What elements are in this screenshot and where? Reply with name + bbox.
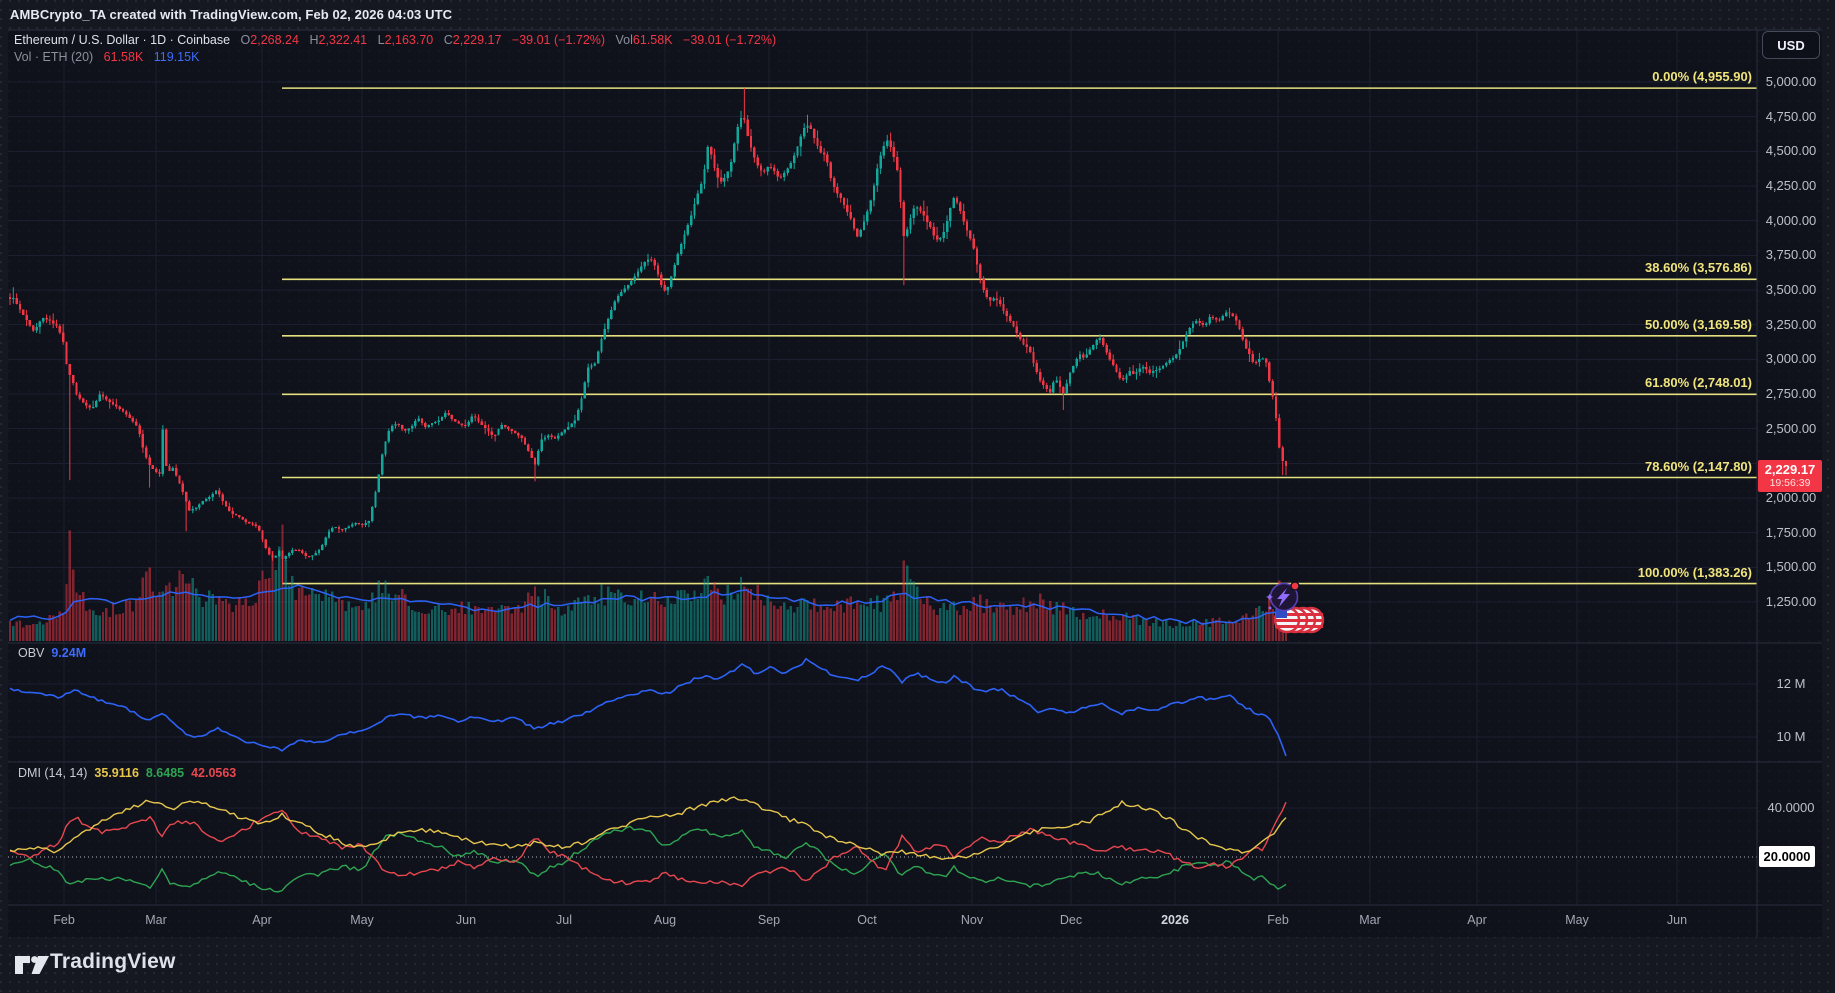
watermark-bar: AMBCrypto_TA created with TradingView.co… [0,0,1835,30]
time-axis-label: Sep [757,913,781,927]
time-axis-label: Oct [857,913,877,927]
last-price-badge: 2,229.17 19:56:39 [1758,460,1822,492]
time-axis-label: Mar [145,913,167,927]
tradingview-brand-text[interactable]: TradingView [50,950,176,973]
price-axis-label: 1,250.00 [1765,594,1817,609]
dmi-title[interactable]: DMI (14, 14) [18,766,88,780]
volume-change: −39.01 (−1.72%) [683,33,777,47]
currency-usd-button[interactable]: USD [1762,31,1820,59]
price-axis-label: 2,000.00 [1765,490,1817,505]
fib-level-label: 38.60% (3,576.86) [1645,260,1752,276]
price-axis-label: 4,750.00 [1765,108,1817,124]
notification-dot-icon [1290,581,1300,591]
time-axis-label: May [350,913,374,927]
time-axis-label: Jul [556,913,572,927]
tradingview-logo-icon[interactable] [14,950,50,980]
volume-value: 61.58K [632,33,673,47]
time-axis-label: 2026 [1161,913,1189,927]
open-value: 2,268.24 [250,33,299,47]
close-label: C [443,33,453,47]
time-axis-label: Apr [252,913,272,927]
dmi-adx-value: 35.9116 [94,766,139,780]
close-value: 2,229.17 [452,33,502,47]
volume-indicator-row: Vol · ETH (20) 61.58K 119.15K [14,50,199,64]
volume-indicator-title[interactable]: Vol · ETH (20) [14,50,94,64]
time-axis-label: Apr [1467,913,1487,927]
price-axis-label: 4,000.00 [1765,212,1817,228]
change-value: −39.01 (−1.72%) [511,33,606,47]
price-axis-label: 3,250.00 [1765,316,1817,332]
obv-axis-label: 10 M [1776,729,1806,744]
time-axis-label: Jun [1666,913,1688,927]
price-axis-label: 3,500.00 [1765,282,1817,297]
time-axis-label: Dec [1059,913,1083,927]
chart-widget [8,30,1822,937]
dmi-minus-di-value: 42.0563 [191,766,237,780]
fib-level-label: 61.80% (2,748.01) [1645,375,1752,391]
volume-ma-value: 119.15K [153,50,200,64]
time-axis-label: Jun [455,913,477,927]
fib-level-label: 0.00% (4,955.90) [1652,69,1752,85]
us-flag-circle-icon [1273,606,1325,634]
obv-legend-row: OBV 9.24M [18,646,86,660]
fib-level-label: 100.00% (1,383.26) [1637,564,1752,580]
price-axis-label: 2,500.00 [1765,420,1817,436]
sparkle-icon: ✦ [1265,592,1274,604]
open-label: O [240,33,251,47]
symbol-title[interactable]: Ethereum / U.S. Dollar · 1D · Coinbase [14,33,231,47]
lightning-circle-icon: ✦ [1265,581,1300,612]
bar-countdown: 19:56:39 [1769,477,1811,490]
price-axis-label: 2,750.00 [1765,386,1817,401]
obv-value: 9.24M [51,646,87,660]
obv-axis-label: 12 M [1776,676,1806,691]
price-axis-label: 1,500.00 [1765,559,1817,575]
event-markers[interactable]: ✦ [1250,575,1360,640]
low-value: 2,163.70 [384,33,434,47]
fib-level-label: 50.00% (3,169.58) [1645,316,1752,332]
price-axis-label: 3,000.00 [1765,351,1817,367]
price-axis-label: 4,250.00 [1765,178,1817,193]
time-axis-label: Nov [960,913,984,927]
high-label: H [309,33,319,47]
low-label: L [377,33,385,47]
brand-bar: TradingView [0,937,1835,993]
volume-label: Vol [615,33,633,47]
price-axis-label: 5,000.00 [1765,74,1817,89]
dmi-axis-label: 40.0000 [1767,800,1815,815]
price-axis-label: 1,750.00 [1765,524,1817,540]
time-axis-label: Feb [1267,913,1289,927]
time-axis-label: Feb [53,913,75,927]
dmi-level-badge: 20.0000 [1759,846,1815,867]
dmi-plus-di-value: 8.6485 [145,766,185,780]
time-axis-label: May [1565,913,1589,927]
last-price-value: 2,229.17 [1764,461,1816,477]
symbol-legend-row: Ethereum / U.S. Dollar · 1D · Coinbase O… [14,33,776,47]
watermark-title: AMBCrypto_TA created with TradingView.co… [10,7,453,22]
obv-title[interactable]: OBV [18,646,45,660]
time-axis-label: Mar [1359,913,1381,927]
volume-indicator-value: 61.58K [103,50,144,64]
time-axis-label: Aug [653,913,677,927]
price-axis-label: 4,500.00 [1765,143,1817,159]
price-axis-label: 3,750.00 [1765,247,1817,263]
fib-level-label: 78.60% (2,147.80) [1645,458,1752,474]
dmi-legend-row: DMI (14, 14) 35.9116 8.6485 42.0563 [18,766,236,780]
high-value: 2,322.41 [318,33,368,47]
